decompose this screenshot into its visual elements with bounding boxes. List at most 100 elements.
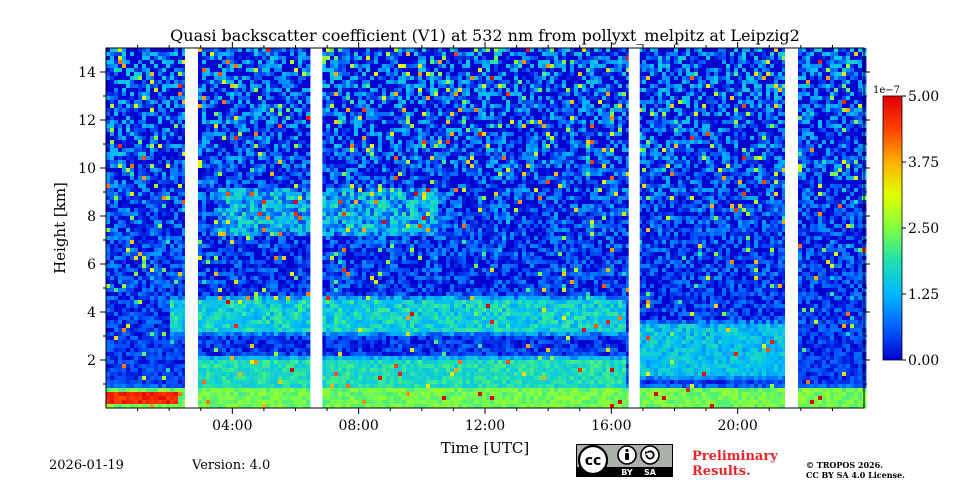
heatmap-cell [106,360,111,365]
heatmap-cell [122,160,127,165]
heatmap-cell [166,88,171,93]
heatmap-cell [178,236,183,241]
heatmap-cell [134,180,139,185]
heatmap-cell [338,100,343,105]
heatmap-cell [146,152,151,157]
heatmap-cell [246,164,251,169]
heatmap-cell [222,284,227,289]
heatmap-cell [346,168,351,173]
heatmap-cell [330,172,335,177]
heatmap-cell [282,48,287,53]
heatmap-cell [110,340,115,345]
heatmap-cell [222,240,227,245]
heatmap-cell [174,176,179,181]
heatmap-cell [134,84,139,89]
heatmap-cell [150,296,155,301]
heatmap-cell [154,144,159,149]
heatmap-cell [158,132,163,137]
heatmap-cell [158,304,163,309]
heatmap-cell [230,56,235,61]
heatmap-cell [346,84,351,89]
heatmap-cell [202,252,207,257]
heatmap-cell [166,284,171,289]
heatmap-cell [242,284,247,289]
heatmap-cell [226,88,231,93]
heatmap-cell [126,368,131,373]
heatmap-cell [106,100,111,105]
heatmap-cell [130,260,135,265]
heatmap-cell [154,256,159,261]
heatmap-cell [258,296,263,301]
heatmap-cell [342,332,347,337]
heatmap-cell [166,404,171,409]
heatmap-cell [150,244,155,249]
heatmap-cell [322,100,327,105]
heatmap-cell [346,352,351,357]
heatmap-cell [138,292,143,297]
heatmap-cell [242,292,247,297]
heatmap-cell [222,112,227,117]
heatmap-cell [286,320,291,325]
heatmap-cell [130,400,135,405]
heatmap-cell [210,292,215,297]
heatmap-cell [138,60,143,65]
heatmap-cell [322,372,327,377]
heatmap-cell [294,264,299,269]
heatmap-cell [162,392,167,397]
heatmap-cell [282,268,287,273]
heatmap-cell [182,100,187,105]
heatmap-cell [238,104,243,109]
heatmap-cell [326,356,331,361]
heatmap-cell [222,76,227,81]
heatmap-cell [238,176,243,181]
heatmap-cell [258,144,263,149]
heatmap-cell [150,228,155,233]
heatmap-cell [218,320,223,325]
heatmap-cell [206,248,211,253]
heatmap-cell [226,188,231,193]
heatmap-cell [270,384,275,389]
heatmap-cell [142,164,147,169]
heatmap-cell [142,352,147,357]
heatmap-cell [282,332,287,337]
heatmap-cell [130,236,135,241]
heatmap-cell [122,200,127,205]
heatmap-cell [282,312,287,317]
heatmap-cell [282,136,287,141]
heatmap-cell [302,384,307,389]
heatmap-cell [226,264,231,269]
heatmap-cell [210,68,215,73]
heatmap-cell [206,136,211,141]
heatmap-cell [298,120,303,125]
heatmap-cell [230,208,235,213]
heatmap-cell [126,204,131,209]
heatmap-cell [174,252,179,257]
heatmap-cell [146,228,151,233]
heatmap-cell [222,316,227,321]
heatmap-cell [298,216,303,221]
heatmap-cell [234,240,239,245]
heatmap-cell [350,48,355,53]
heatmap-cell [126,404,131,409]
heatmap-cell [130,100,135,105]
heatmap-cell [134,364,139,369]
heatmap-cell [222,380,227,385]
heatmap-cell [210,308,215,313]
heatmap-cell [142,72,147,77]
heatmap-cell [342,272,347,277]
heatmap-cell [106,60,111,65]
heatmap-cell [230,216,235,221]
heatmap-cell [326,120,331,125]
heatmap-cell [350,144,355,149]
heatmap-cell [178,316,183,321]
heatmap-cell [322,392,327,397]
heatmap-cell [266,184,271,189]
heatmap-cell [338,120,343,125]
heatmap-cell [342,320,347,325]
heatmap-cell [290,116,295,121]
heatmap-cell [210,64,215,69]
heatmap-cell [266,144,271,149]
heatmap-cell [298,140,303,145]
heatmap-cell [282,108,287,113]
heatmap-cell [174,144,179,149]
